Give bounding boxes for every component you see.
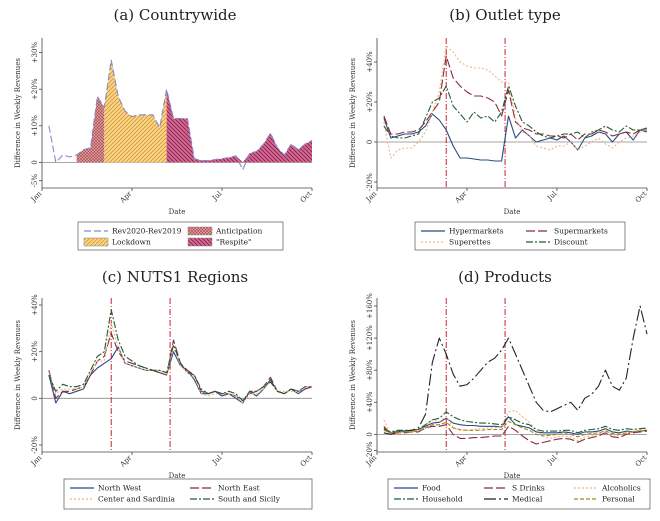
y-tick-label: -20% [366,173,374,191]
y-tick-label: +40% [366,51,374,73]
series-line-superettes [383,45,648,159]
series-line-household [383,411,648,434]
legend-label: Medical [512,495,543,504]
legend: Rev2020-Rev2019 Anticipation Lockdown "Resp… [77,221,284,251]
y-axis-label: Difference in Weekly Revenues [349,58,357,168]
series-line-discount [383,85,648,139]
legend-label: Household [422,495,463,504]
y-tick-label: +160% [366,293,374,319]
legend-swatch-fill [187,226,213,236]
y-tick-label: 0 [366,432,374,436]
x-tick-label: Jan [29,189,44,204]
series-line-rev2020-rev2019 [48,59,313,171]
legend-label: Discount [554,238,588,247]
series-line-personal [383,420,648,438]
x-tick-label: Oct [634,454,649,469]
y-tick-label: +10% [31,115,39,137]
y-tick-label: +40% [31,294,39,316]
chart-title: (a) Countrywide [113,6,236,24]
legend-label: Personal [602,495,635,504]
chart-panel-a: (a) Countrywide -5% 0 +10% +20% +30% Differenc… [14,6,314,251]
x-tick-label: Apr [118,453,134,469]
series-line-center-and-sardinia [48,323,312,404]
y-tick-label: 0 [366,140,374,144]
y-tick-label: -5% [31,174,39,188]
series-line-supermarkets [383,55,647,141]
legend-label: North West [98,484,141,493]
legend-label: South and Sicily [218,495,281,504]
y-tick-label: +80% [366,359,374,381]
series-line-north-east [48,332,313,402]
legend-box [77,221,284,251]
x-tick-label: Jul [545,189,559,203]
series-line-medical [383,305,648,435]
x-axis-label: Date [169,208,186,216]
x-tick-label: Jul [545,453,559,467]
legend-label: Food [422,484,441,493]
respite-area [166,89,312,163]
legend-label: Lockdown [112,238,151,247]
legend: Hypermarkets Supermarkets Superettes Discou… [414,221,626,251]
legend-swatch-fill [83,237,109,247]
legend-box [63,478,313,510]
x-tick-label: Oct [299,454,314,469]
y-axis-label: Difference in Weekly Revenues [349,320,357,430]
chart-panel-b: (b) Outlet type -20% 0 +20% +40% Difference i… [349,6,649,251]
legend-label: Alcoholics [601,484,641,493]
chart-panel-d: (d) Products -20% 0 +40% +80% +120% +160% Diffe… [349,268,651,510]
x-tick-label: Apr [453,453,469,469]
chart-panel-c: (c) NUTS1 Regions -20% 0 +20% +40% Difference… [14,268,314,510]
x-tick-label: Jul [210,189,224,203]
y-axis-label: Difference in Weekly Revenues [14,58,22,168]
y-tick-label: +20% [366,91,374,113]
x-tick-label: Apr [118,189,134,205]
series-line-south-and-sicily [48,309,312,402]
legend-swatch-fill [187,237,213,247]
chart-title: (c) NUTS1 Regions [102,268,248,286]
legend-label: S Drinks [512,484,545,493]
legend: North West North East Center and Sardinia S… [63,478,313,510]
legend-label: Rev2020-Rev2019 [112,227,182,236]
legend-label: "Respite" [216,238,252,247]
y-tick-label: +120% [366,325,374,351]
legend: Food S Drinks Alcoholics Household Medical Pe… [387,478,651,510]
anticipation-area [76,96,105,163]
legend-label: Superettes [449,238,491,247]
y-tick-label: +40% [366,391,374,413]
legend-box [387,478,651,510]
x-tick-label: Oct [634,190,649,205]
lockdown-area [104,59,167,163]
chart-title: (d) Products [458,268,552,286]
x-axis-label: Date [504,472,521,480]
legend-label: Supermarkets [554,227,608,236]
legend-label: Hypermarkets [449,227,504,236]
y-axis-label: Difference in Weekly Revenues [14,320,22,430]
x-tick-label: Jan [29,453,44,468]
legend-label: Anticipation [215,227,262,236]
y-tick-label: +20% [31,78,39,100]
x-axis-label: Date [169,472,186,480]
series-line-hypermarkets [383,113,648,162]
y-tick-label: 0 [31,396,39,400]
x-tick-label: Oct [299,190,314,205]
legend-label: Center and Sardinia [98,495,176,504]
x-axis-label: Date [504,208,521,216]
y-tick-label: +30% [31,42,39,64]
series-line-north-west [48,346,313,404]
y-tick-label: +20% [31,341,39,363]
y-tick-label: -20% [366,441,374,459]
y-tick-label: -20% [31,436,39,454]
legend-label: North East [218,484,260,493]
y-tick-label: 0 [31,160,39,164]
chart-title: (b) Outlet type [449,6,561,24]
x-tick-label: Jul [210,453,224,467]
legend-box [414,221,626,251]
x-tick-label: Apr [453,189,469,205]
